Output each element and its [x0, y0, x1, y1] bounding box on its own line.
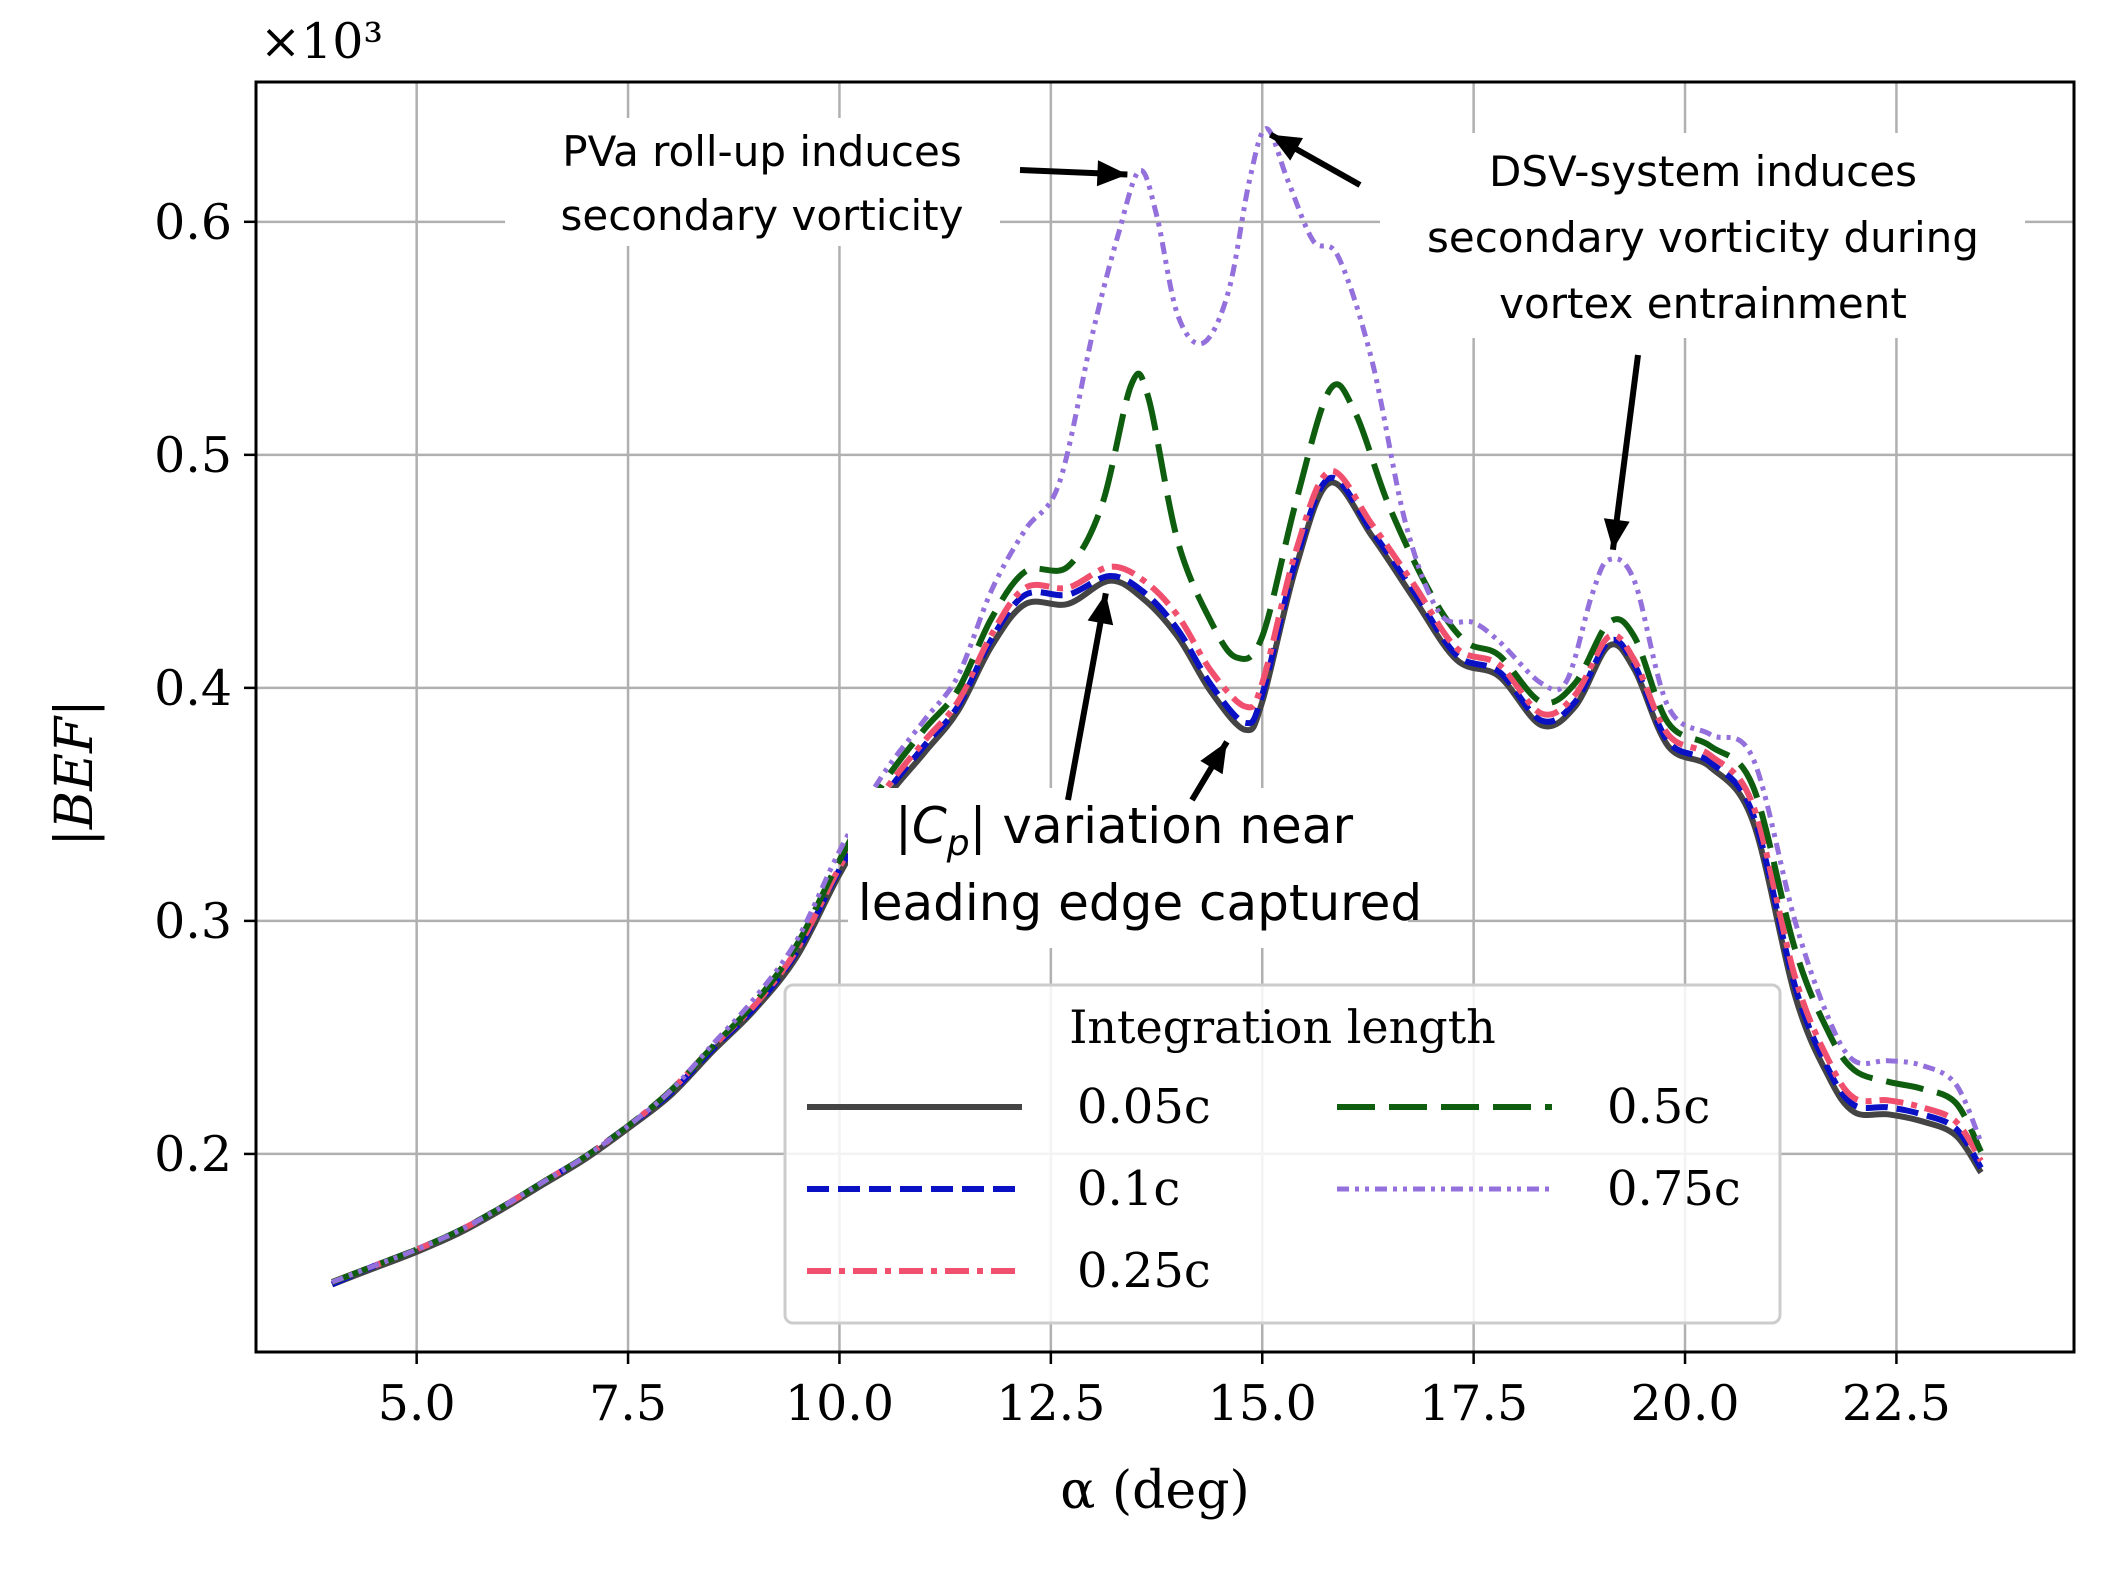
annotation-cp-line2: leading edge captured — [858, 874, 1422, 932]
legend-label: 0.1c — [1077, 1161, 1180, 1217]
annotation-dsv-peak-arrowhead — [1603, 518, 1630, 550]
annotation-dsv-arrowhead — [1270, 134, 1303, 161]
annotation-cp-arrow-left — [1065, 592, 1109, 801]
annotation-dsv: DSV-system induces secondary vorticity d… — [1268, 131, 2025, 551]
x-tick-label: 7.5 — [589, 1375, 667, 1432]
annotation-cp-line1: |Cp| variation near — [895, 797, 1353, 864]
legend-title: Integration length — [1069, 1000, 1496, 1054]
x-tick-label: 10.0 — [785, 1375, 894, 1432]
x-tick-label: 15.0 — [1208, 1375, 1317, 1432]
annotation-pva-arrowhead — [1096, 160, 1128, 187]
annotation-cp-prefix: |C — [895, 797, 947, 855]
legend-label: 0.05c — [1077, 1079, 1211, 1135]
x-tick-label: 20.0 — [1630, 1375, 1739, 1432]
y-tick-label: 0.6 — [154, 194, 232, 251]
annotation-pva: PVa roll-up induces secondary vorticity — [505, 118, 1128, 246]
y-tick-label: 0.2 — [154, 1126, 232, 1183]
x-axis-label: α (deg) — [1060, 1461, 1250, 1521]
annotation-cp-bg — [848, 788, 1408, 948]
legend-items: 0.05c 0.1c 0.25c 0.5c 0.75c — [807, 1079, 1741, 1299]
annotation-dsv-line2: secondary vorticity during — [1427, 213, 1979, 262]
annotation-pva-bg — [505, 118, 1000, 246]
annotation-pva-line2: secondary vorticity — [560, 191, 963, 240]
y-multiplier: ×10³ — [260, 13, 383, 70]
series-line-0-75c — [331, 126, 1984, 1285]
x-tick-label: 17.5 — [1419, 1375, 1528, 1432]
legend-label: 0.25c — [1077, 1243, 1211, 1299]
y-tick-label: 0.3 — [154, 893, 232, 950]
annotation-dsv-bg — [1380, 133, 2025, 338]
x-tick-label: 22.5 — [1842, 1375, 1951, 1432]
x-tick-label: 5.0 — [378, 1375, 456, 1432]
y-tick-label: 0.4 — [154, 660, 232, 717]
legend-box — [783, 983, 1782, 1325]
y-axis-label: |BEF| — [45, 699, 105, 846]
ticks: 5.0 7.5 10.0 12.5 15.0 17.5 20.0 22.5 0.2 0.3 0.4 0… — [154, 194, 1951, 1432]
x-tick-label: 12.5 — [996, 1375, 1105, 1432]
y-tick-label: 0.5 — [154, 427, 232, 484]
annotation-cp-arrowhead-right — [1200, 741, 1227, 775]
plot-frame — [254, 80, 2076, 1354]
legend-label: 0.5c — [1607, 1079, 1710, 1135]
series-group — [330, 126, 1984, 1288]
annotation-cp-suffix: | variation near — [970, 797, 1354, 855]
legend: Integration length 0.05c 0.1c 0.25c 0.5c 0.7… — [783, 983, 1782, 1325]
annotation-cp-sub: p — [946, 823, 970, 864]
annotation-dsv-peak-arrow — [1609, 354, 1641, 551]
annotation-cp-arrowhead-left — [1087, 593, 1114, 626]
annotation-dsv-line3: vortex entrainment — [1499, 279, 1907, 328]
legend-label: 0.75c — [1607, 1161, 1741, 1217]
annotation-pva-line1: PVa roll-up induces — [562, 127, 961, 176]
annotation-cp: |Cp| variation near leading edge capture… — [848, 592, 1422, 948]
annotation-dsv-line1: DSV-system induces — [1489, 147, 1917, 196]
